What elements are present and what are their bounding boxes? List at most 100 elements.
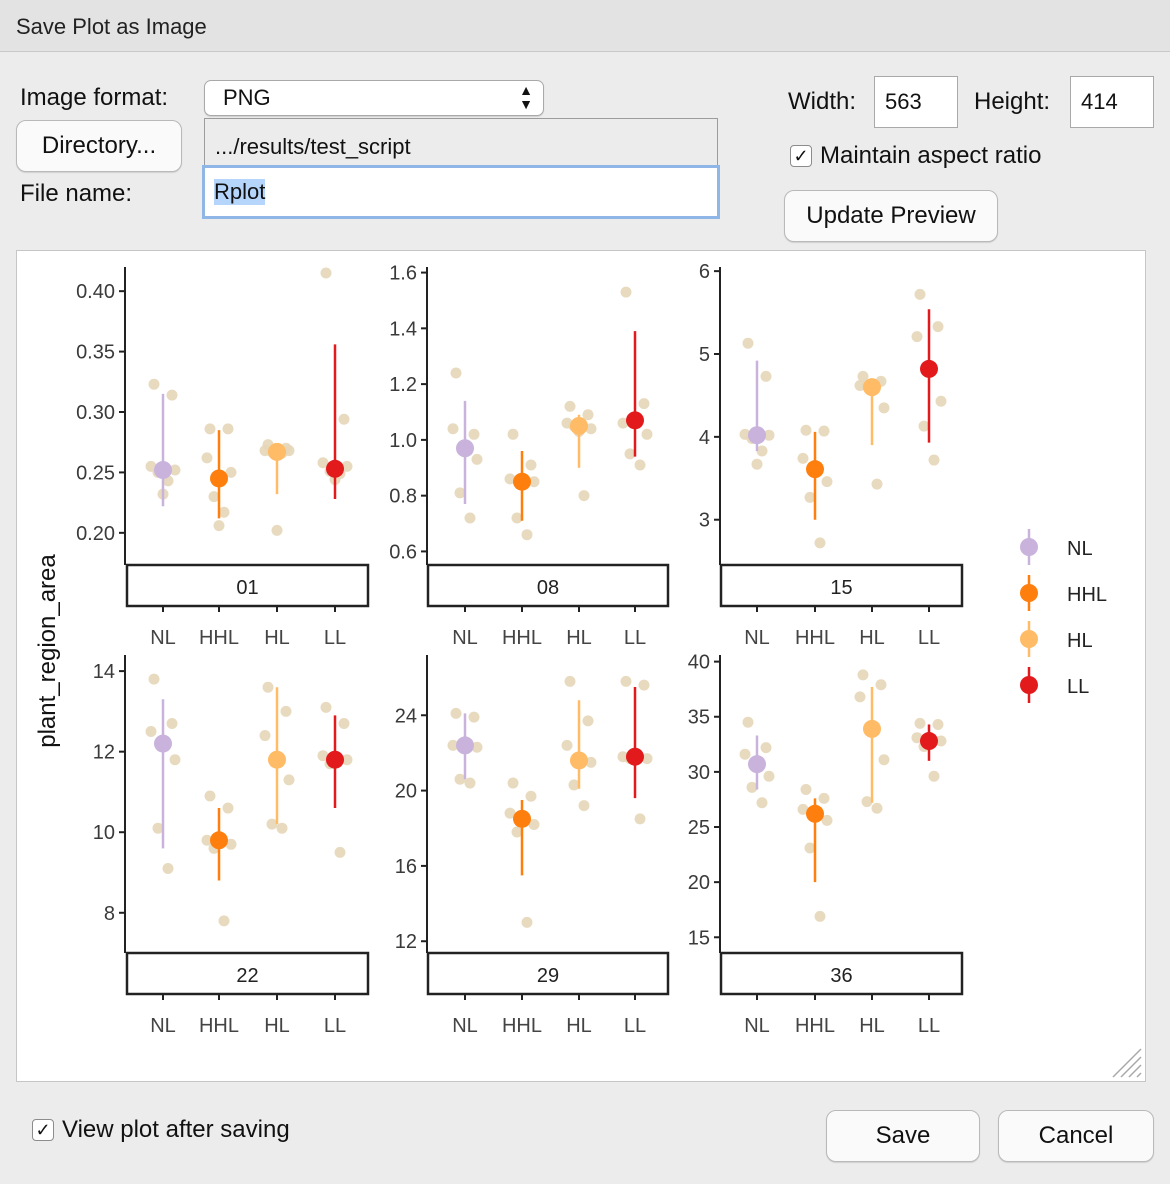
raw-data-point xyxy=(334,846,346,858)
plot-preview: 0.20 0.25 0.30 0.35 0.40 01 NL HHL HL LL 0.6 0.8 1.0… xyxy=(16,250,1146,1082)
raw-data-point xyxy=(624,448,636,460)
raw-data-point xyxy=(746,781,758,793)
raw-data-point xyxy=(585,756,597,768)
raw-data-point xyxy=(564,400,576,412)
x-tick-label: HHL xyxy=(502,627,542,649)
x-tick-label: HL xyxy=(566,1015,592,1037)
y-tick-label: 5 xyxy=(699,344,710,366)
raw-data-point xyxy=(582,715,594,727)
raw-data-point xyxy=(818,425,830,437)
raw-data-point xyxy=(914,717,926,729)
facet-strip xyxy=(125,951,370,996)
raw-data-point xyxy=(875,679,887,691)
x-tick-label: HL xyxy=(264,627,290,649)
raw-data-point xyxy=(504,807,516,819)
raw-data-point xyxy=(742,337,754,349)
y-tick-label: 16 xyxy=(395,856,417,878)
raw-data-point xyxy=(760,742,772,754)
raw-data-point xyxy=(447,423,459,435)
update-preview-button[interactable]: Update Preview xyxy=(784,190,998,242)
file-name-input[interactable]: Rplot xyxy=(202,165,720,219)
y-tick-label: 1.4 xyxy=(389,318,417,340)
y-tick-label: 20 xyxy=(688,872,710,894)
maintain-aspect-checkbox[interactable]: ✓ xyxy=(790,145,812,167)
y-tick-label: 10 xyxy=(93,822,115,844)
raw-data-point xyxy=(871,478,883,490)
raw-data-point xyxy=(468,711,480,723)
legend-key-point xyxy=(1020,630,1038,648)
x-tick-label: HL xyxy=(859,1015,885,1037)
mean-point xyxy=(326,459,344,478)
raw-data-point xyxy=(450,367,462,379)
mean-point xyxy=(748,426,766,445)
x-tick-label: HHL xyxy=(795,1015,835,1037)
legend-key-point xyxy=(1020,584,1038,602)
x-tick-label: HHL xyxy=(795,627,835,649)
raw-data-point xyxy=(935,735,947,747)
width-label: Width: xyxy=(788,88,857,115)
mean-point xyxy=(154,461,172,479)
y-tick-label: 8 xyxy=(104,903,115,925)
save-button[interactable]: Save xyxy=(826,1110,980,1162)
raw-data-point xyxy=(760,370,772,382)
raw-data-point xyxy=(166,389,178,401)
mean-point xyxy=(513,809,531,828)
raw-data-point xyxy=(145,726,157,738)
y-tick-label: 0.8 xyxy=(389,486,417,508)
y-tick-label: 30 xyxy=(688,762,710,784)
x-tick-label: HHL xyxy=(199,1015,239,1037)
raw-data-point xyxy=(878,754,890,766)
raw-data-point xyxy=(756,445,768,457)
raw-data-point xyxy=(763,770,775,782)
facet-label: 08 xyxy=(537,577,559,599)
cancel-button[interactable]: Cancel xyxy=(998,1110,1154,1162)
mean-point xyxy=(863,719,881,738)
raw-data-point xyxy=(454,487,466,499)
raw-data-point xyxy=(634,813,646,825)
x-tick-label: NL xyxy=(744,627,770,649)
width-input[interactable]: 563 xyxy=(874,76,958,128)
title-bar: Save Plot as Image xyxy=(0,0,1170,52)
y-tick-label: 1.0 xyxy=(389,430,417,452)
raw-data-point xyxy=(928,770,940,782)
raw-data-point xyxy=(280,705,292,717)
raw-data-point xyxy=(932,718,944,730)
raw-data-point xyxy=(464,512,476,524)
x-tick-label: LL xyxy=(324,1015,346,1037)
image-format-select[interactable]: PNG ▲ ▼ xyxy=(204,80,544,116)
raw-data-point xyxy=(504,473,516,485)
raw-data-point xyxy=(564,675,576,687)
height-input[interactable]: 414 xyxy=(1070,76,1154,128)
mean-point xyxy=(268,442,286,461)
legend-key-point xyxy=(1020,676,1038,694)
mean-point xyxy=(626,747,644,766)
view-after-saving-checkbox[interactable]: ✓ xyxy=(32,1119,54,1141)
raw-data-point xyxy=(911,732,923,744)
raw-data-point xyxy=(218,506,230,518)
raw-data-point xyxy=(266,818,278,830)
resize-grip-icon[interactable] xyxy=(1107,1043,1143,1079)
y-tick-label: 20 xyxy=(395,781,417,803)
mean-point xyxy=(748,755,766,774)
facet-label: 36 xyxy=(830,965,852,987)
directory-button[interactable]: Directory... xyxy=(16,120,182,172)
raw-data-point xyxy=(222,802,234,814)
raw-data-point xyxy=(338,413,350,425)
raw-data-point xyxy=(169,464,181,476)
file-name-value: Rplot xyxy=(214,179,266,205)
raw-data-point xyxy=(320,701,332,713)
raw-data-point xyxy=(148,673,160,685)
raw-data-point xyxy=(317,457,329,469)
raw-data-point xyxy=(928,454,940,466)
x-tick-label: HHL xyxy=(502,1015,542,1037)
raw-data-point xyxy=(585,423,597,435)
raw-data-point xyxy=(225,466,237,478)
raw-data-point xyxy=(204,790,216,802)
mean-point xyxy=(456,736,474,755)
raw-data-point xyxy=(148,378,160,390)
raw-data-point xyxy=(751,458,763,470)
x-tick-label: LL xyxy=(624,1015,646,1037)
checkmark-icon: ✓ xyxy=(793,146,809,166)
raw-data-point xyxy=(582,409,594,421)
raw-data-point xyxy=(213,520,225,532)
